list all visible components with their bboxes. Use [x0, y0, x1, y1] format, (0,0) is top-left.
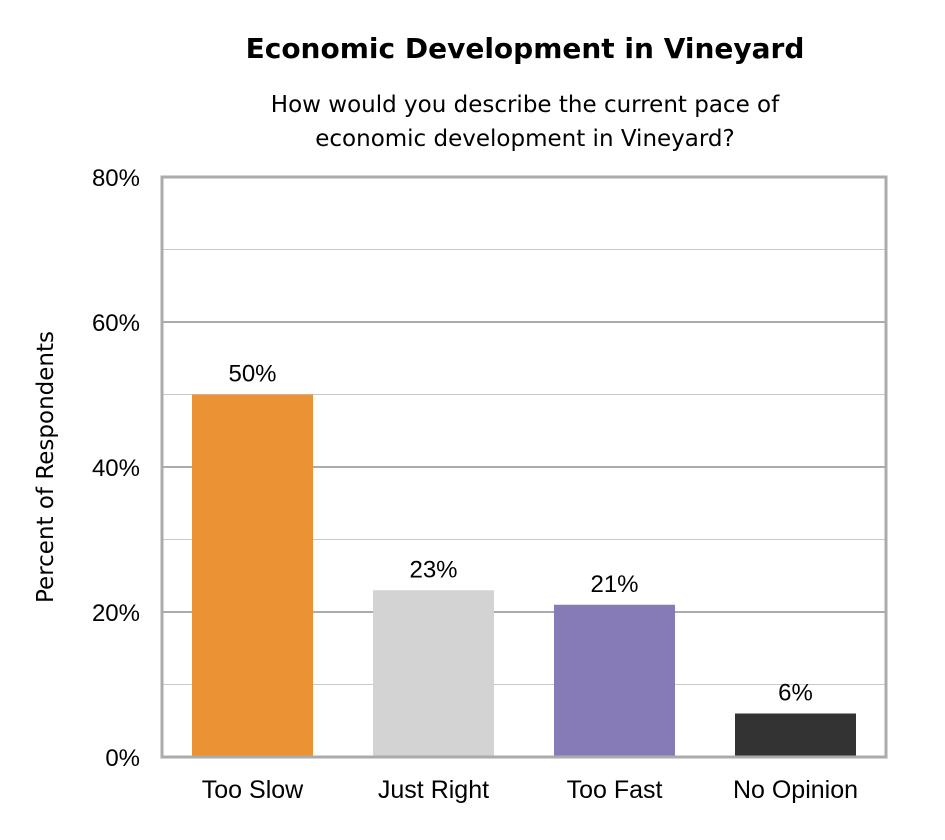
x-tick-label: Too Slow — [202, 776, 304, 804]
y-tick-label: 0% — [105, 745, 140, 772]
y-tick-label: 80% — [92, 165, 140, 192]
bar-just-right — [373, 590, 494, 757]
bar-too-slow — [192, 394, 313, 757]
y-axis-ticks: 0% 20% 40% 60% 80% — [92, 165, 140, 772]
data-label: 50% — [228, 361, 276, 388]
chart-title: Economic Development in Vineyard — [246, 32, 805, 65]
x-tick-label: No Opinion — [733, 776, 858, 804]
x-tick-label: Too Fast — [567, 776, 663, 804]
data-label: 6% — [778, 680, 813, 707]
x-axis-ticks: Too Slow Just Right Too Fast No Opinion — [202, 776, 858, 804]
bar-no-opinion — [735, 713, 856, 757]
y-axis-label: Percent of Respondents — [33, 331, 59, 603]
data-label: 23% — [409, 556, 457, 583]
data-label: 21% — [590, 571, 638, 598]
y-tick-label: 20% — [92, 600, 140, 627]
bar-too-fast — [554, 604, 675, 757]
chart-subtitle-line-1: How would you describe the current pace … — [271, 92, 780, 118]
y-tick-label: 40% — [92, 455, 140, 482]
chart-subtitle-line-2: economic development in Vineyard? — [315, 126, 735, 152]
y-tick-label: 60% — [92, 310, 140, 337]
data-labels: 50% 23% 21% 6% — [228, 361, 812, 707]
bars — [192, 394, 856, 757]
plot-area-border — [160, 175, 888, 759]
x-tick-label: Just Right — [378, 776, 489, 804]
